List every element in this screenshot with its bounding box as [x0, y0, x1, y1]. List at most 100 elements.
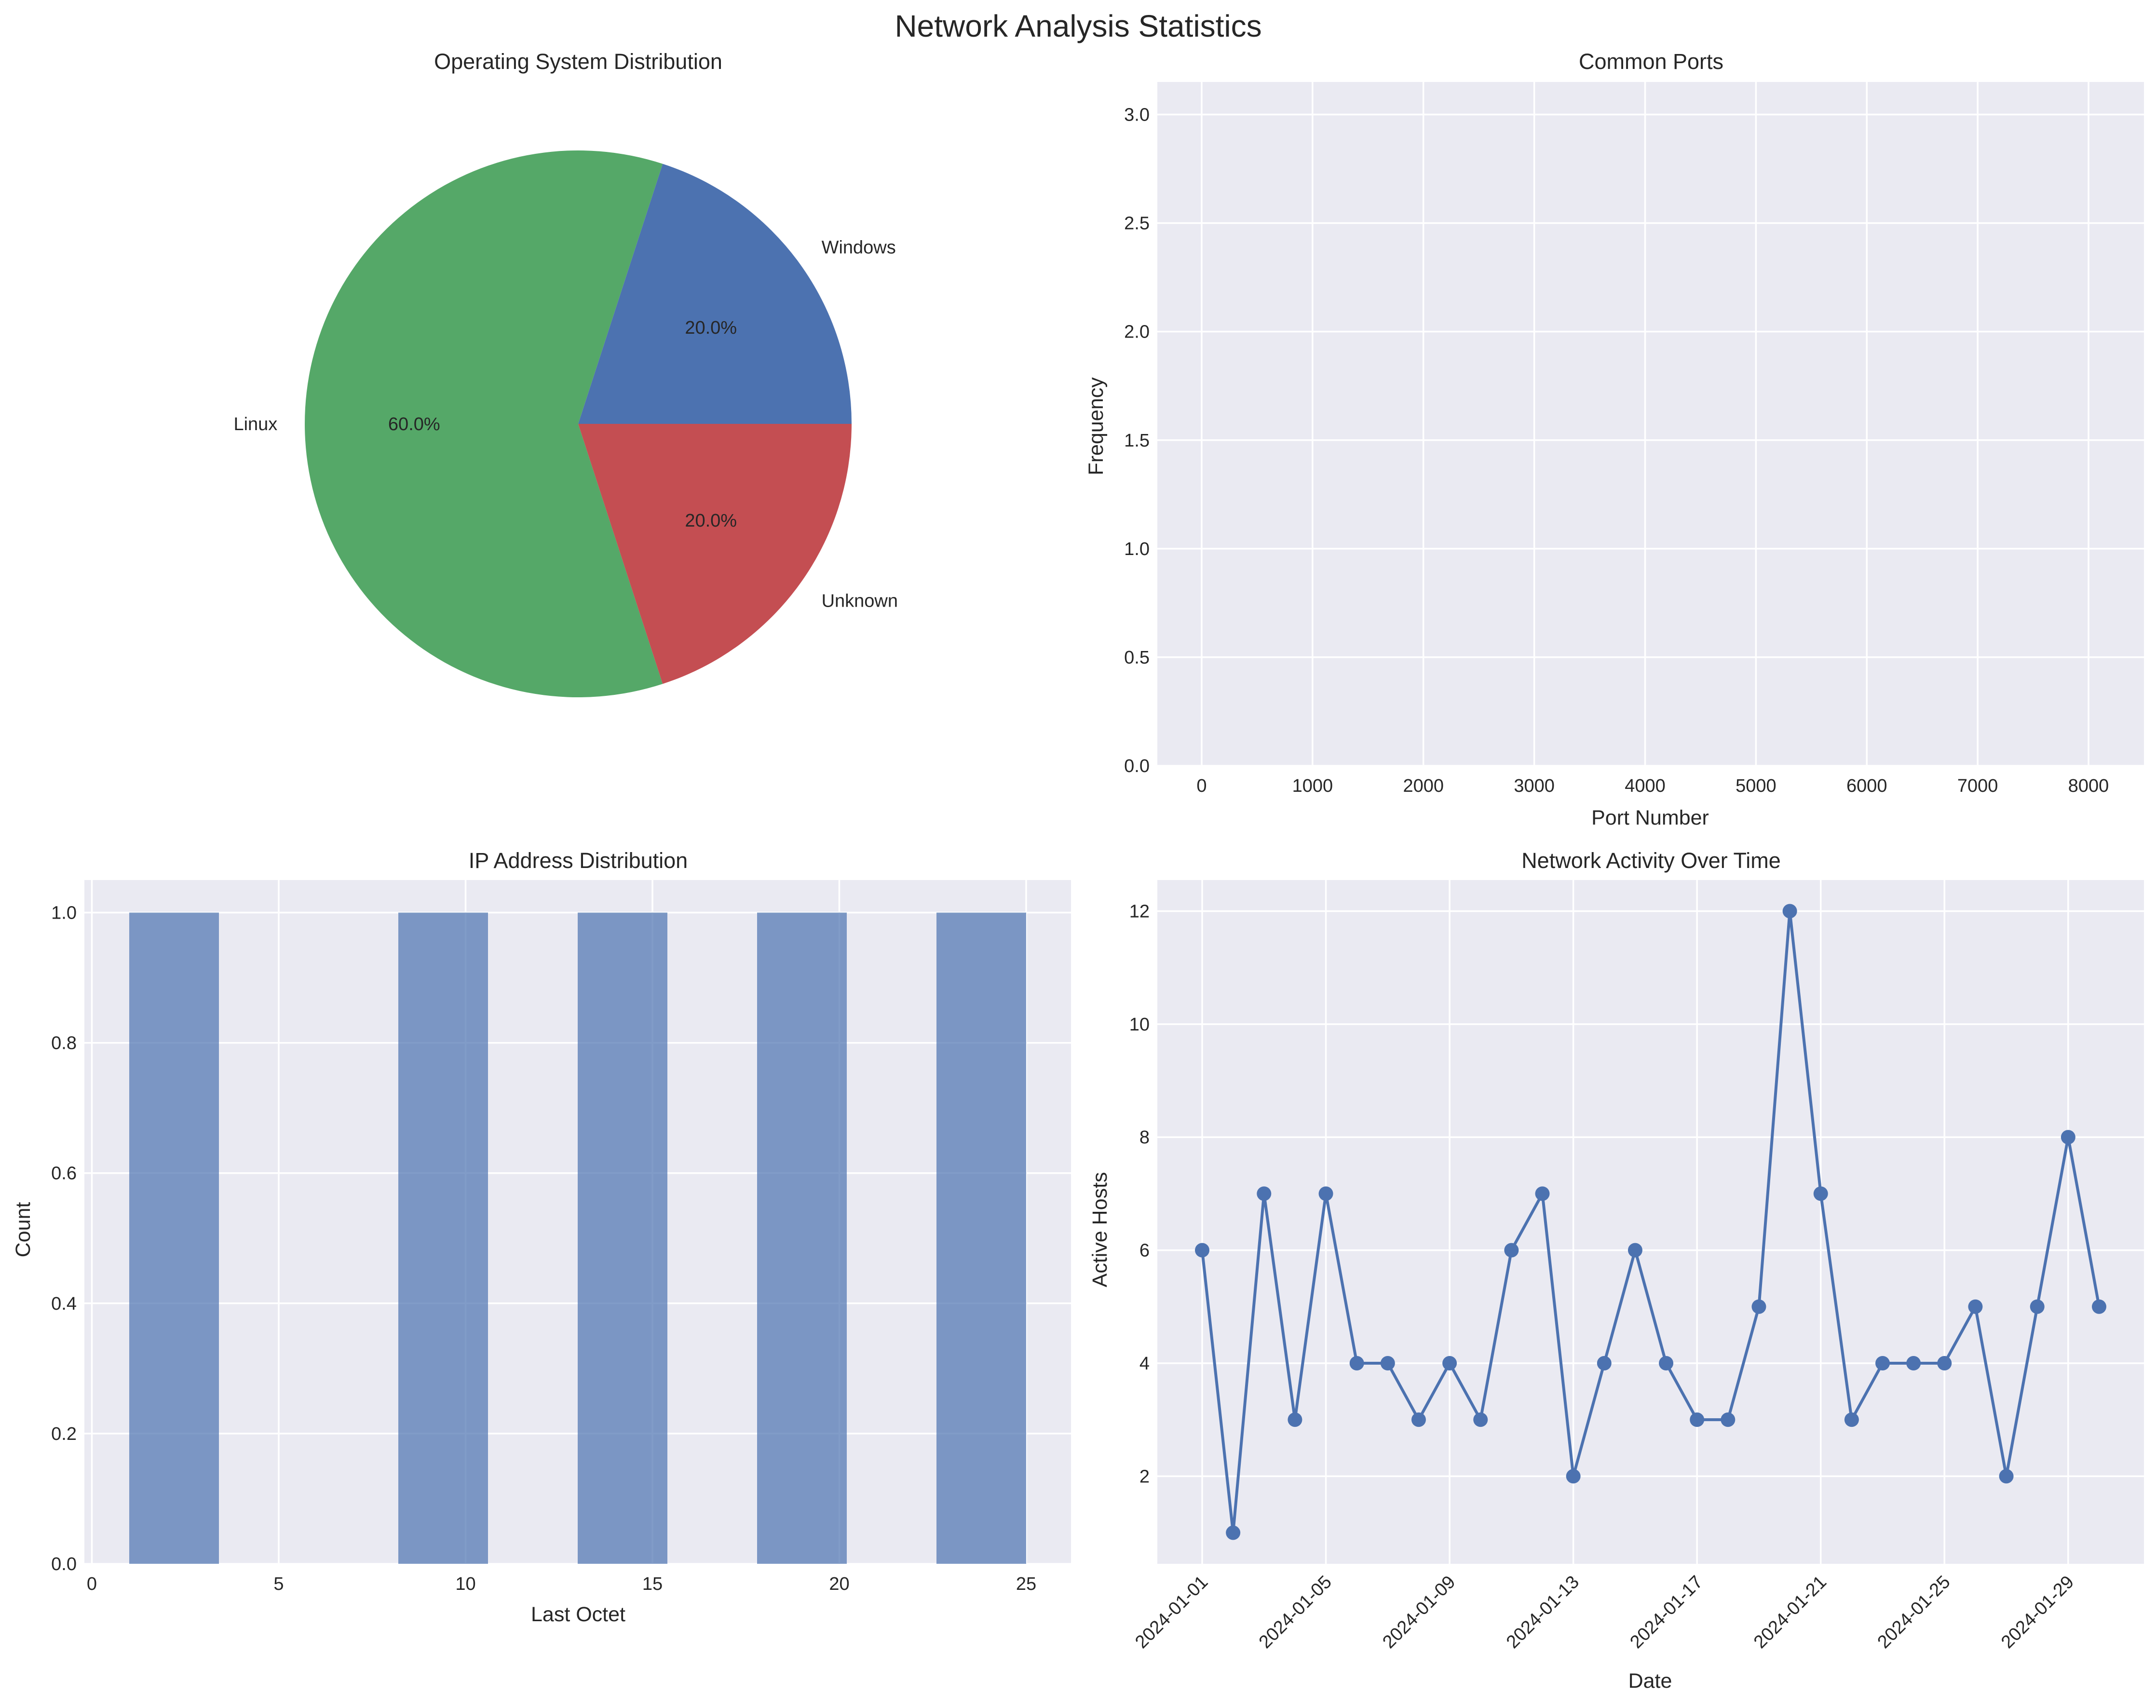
y-tick-label: 12	[1129, 901, 1150, 922]
x-tick-label: 0	[1196, 776, 1207, 796]
x-tick-label: 6000	[1846, 776, 1887, 796]
activity-point	[1875, 1356, 1890, 1370]
ip-panel: 0 5 10 15 20 25 0.0 0.2 0.4 0.6 0.8 1.0 IP Address…	[12, 848, 1071, 1626]
ip-bar	[936, 912, 1026, 1564]
y-tick-label: 2	[1139, 1466, 1150, 1487]
activity-point	[1906, 1356, 1921, 1370]
y-tick-label: 4	[1139, 1354, 1150, 1374]
activity-point	[1535, 1186, 1550, 1201]
ip-bar	[757, 912, 847, 1564]
y-tick-label: 0.8	[51, 1033, 77, 1054]
pie-slice-linux	[304, 150, 663, 698]
activity-point	[1690, 1412, 1705, 1427]
y-tick-label: 8	[1139, 1127, 1150, 1148]
ip-bar	[398, 912, 488, 1564]
activity-point	[1937, 1356, 1952, 1370]
activity-point	[1627, 1243, 1642, 1258]
activity-point	[2061, 1130, 2075, 1145]
activity-point	[1566, 1469, 1581, 1484]
ip-y-ticks: 0.0 0.2 0.4 0.6 0.8 1.0	[51, 903, 77, 1574]
pie-label-linux: Linux	[233, 414, 277, 434]
activity-point	[1813, 1186, 1828, 1201]
activity-point	[1442, 1356, 1457, 1370]
y-tick-label: 1.0	[1124, 539, 1150, 559]
activity-point	[1782, 904, 1797, 919]
activity-point	[1968, 1299, 1983, 1314]
os-pie-slices	[304, 150, 852, 698]
y-tick-label: 1.5	[1124, 431, 1150, 451]
figure-title: Network Analysis Statistics	[895, 9, 1261, 43]
x-tick-label: 2000	[1403, 776, 1444, 796]
ip-x-ticks: 0 5 10 15 20 25	[87, 1574, 1036, 1594]
activity-point	[1411, 1412, 1426, 1427]
y-tick-label: 0.5	[1124, 648, 1150, 668]
y-tick-label: 0.6	[51, 1164, 77, 1184]
activity-point	[1844, 1412, 1859, 1427]
x-tick-label: 0	[87, 1574, 97, 1594]
activity-line	[1201, 909, 2101, 1534]
y-tick-label: 1.0	[51, 903, 77, 923]
os-pie-panel: Operating System Distribution Windows 20.…	[233, 49, 898, 698]
activity-point	[1721, 1412, 1736, 1427]
x-tick-label: 5	[273, 1574, 284, 1594]
x-tick-label: 20	[829, 1574, 849, 1594]
pie-pct-windows: 20.0%	[685, 318, 737, 338]
activity-series	[1195, 904, 2106, 1540]
ip-y-axis-label: Count	[12, 1202, 35, 1258]
y-tick-label: 6	[1139, 1241, 1150, 1261]
ports-plot-area	[1157, 82, 2144, 766]
activity-grid	[1157, 880, 2144, 1564]
x-tick-label: 10	[455, 1574, 475, 1594]
pie-pct-linux: 60.0%	[388, 414, 440, 434]
activity-point	[1751, 1299, 1766, 1314]
x-tick-label: 5000	[1736, 776, 1776, 796]
y-tick-label: 0.4	[51, 1294, 77, 1314]
y-tick-label: 0.0	[1124, 756, 1150, 776]
ports-y-axis-label: Frequency	[1085, 377, 1108, 475]
activity-point	[1473, 1412, 1488, 1427]
activity-point	[2092, 1299, 2106, 1314]
ports-x-ticks: 0 1000 2000 3000 4000 5000 6000 7000 8000	[1196, 776, 2109, 796]
activity-point	[1195, 1243, 1209, 1258]
ip-bars	[129, 912, 1026, 1564]
y-tick-label: 2.5	[1124, 214, 1150, 234]
pie-slice-unknown	[578, 424, 852, 684]
activity-point	[1318, 1186, 1333, 1201]
y-tick-label: 0.2	[51, 1424, 77, 1444]
ports-panel: 0 1000 2000 3000 4000 5000 6000 7000 8000 0.0 0.5…	[1085, 49, 2144, 829]
activity-y-axis-label: Active Hosts	[1088, 1172, 1112, 1288]
activity-point	[1226, 1525, 1241, 1540]
y-tick-label: 3.0	[1124, 105, 1150, 125]
x-tick-label: 4000	[1625, 776, 1666, 796]
y-tick-label: 2.0	[1124, 322, 1150, 342]
activity-point	[1257, 1186, 1272, 1201]
activity-point	[1380, 1356, 1395, 1370]
ip-title: IP Address Distribution	[469, 848, 688, 873]
pie-slice-windows	[578, 163, 852, 424]
x-tick-label: 15	[642, 1574, 663, 1594]
activity-point	[1288, 1412, 1302, 1427]
pie-label-windows: Windows	[822, 237, 896, 258]
x-tick-label: 7000	[1957, 776, 1998, 796]
ip-bar	[129, 912, 219, 1564]
activity-point	[1349, 1356, 1364, 1370]
activity-plot-area	[1157, 880, 2144, 1564]
os-pie-title: Operating System Distribution	[434, 49, 722, 74]
x-tick-label: 1000	[1292, 776, 1333, 796]
x-tick-label: 3000	[1514, 776, 1555, 796]
activity-title: Network Activity Over Time	[1521, 848, 1781, 873]
activity-point	[1999, 1469, 2014, 1484]
ip-bar	[578, 912, 667, 1564]
activity-point	[1597, 1356, 1612, 1370]
x-tick-label: 25	[1016, 1574, 1036, 1594]
ports-grid	[1157, 82, 2144, 767]
y-tick-label: 10	[1129, 1015, 1150, 1035]
activity-point	[1504, 1243, 1519, 1258]
activity-x-axis-label: Date	[1628, 1669, 1672, 1693]
ports-title: Common Ports	[1579, 49, 1723, 74]
y-tick-label: 0.0	[51, 1554, 77, 1574]
ip-x-axis-label: Last Octet	[531, 1603, 625, 1626]
ports-x-axis-label: Port Number	[1591, 806, 1709, 829]
x-tick-label: 8000	[2068, 776, 2109, 796]
